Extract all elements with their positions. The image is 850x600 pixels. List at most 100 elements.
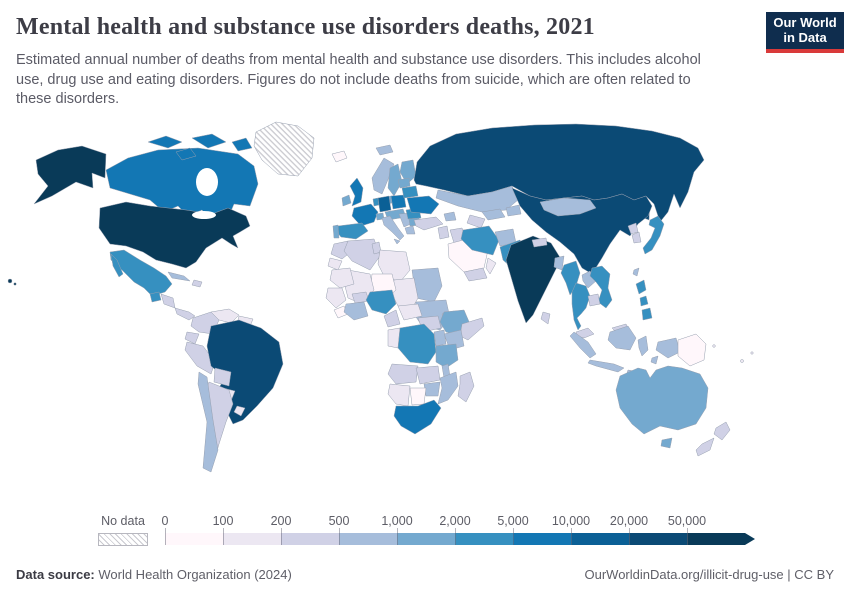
country-venezuela[interactable]: Venezuela	[210, 308, 240, 324]
country-indonesia-borneo[interactable]: Indonesia	[607, 325, 637, 351]
country-western-sahara[interactable]: Western Sahara	[327, 257, 343, 271]
country-usa-hawaii[interactable]: United States	[13, 282, 17, 286]
owid-url-link[interactable]: OurWorldinData.org/illicit-drug-use	[584, 567, 784, 582]
country-cameroon[interactable]: Cameroon	[383, 309, 401, 328]
country-belarus[interactable]: Belarus	[401, 185, 419, 199]
country-australia[interactable]: Australia	[615, 365, 709, 435]
country-mozambique[interactable]: Mozambique	[437, 371, 459, 405]
legend-segment-4[interactable]	[397, 533, 455, 545]
country-peru[interactable]: Peru	[184, 341, 216, 375]
country-thailand[interactable]: Thailand	[571, 282, 591, 331]
country-germany[interactable]: Germany	[377, 195, 392, 213]
country-canada-arctic[interactable]: Canada	[175, 147, 197, 161]
country-cambodia[interactable]: Cambodia	[587, 293, 601, 307]
country-mongolia[interactable]: Mongolia	[539, 197, 597, 217]
country-poland[interactable]: Poland	[390, 194, 407, 210]
country-france[interactable]: France	[351, 203, 379, 227]
country-iceland[interactable]: Iceland	[331, 150, 348, 163]
country-pacific-islands[interactable]: Pacific island states	[740, 359, 744, 363]
legend-segment-2[interactable]	[281, 533, 339, 545]
country-cuba[interactable]: Cuba	[167, 271, 191, 282]
country-sweden[interactable]: Sweden	[387, 163, 403, 197]
country-mexico-baja[interactable]: Mexico	[110, 253, 124, 278]
country-algeria[interactable]: Algeria	[343, 238, 381, 271]
legend-segment-3[interactable]	[339, 533, 397, 545]
country-indonesia-sulawesi[interactable]: Indonesia	[637, 335, 649, 357]
country-usa-hawaii[interactable]: United States	[7, 278, 13, 284]
country-drc[interactable]: Democratic Republic of Congo	[397, 323, 437, 365]
country-senegal-guinea[interactable]: Senegal/Guinea	[325, 287, 347, 309]
country-angola[interactable]: Angola	[387, 363, 419, 385]
country-guatemala[interactable]: Guatemala	[149, 291, 162, 303]
country-indonesia-papua[interactable]: Indonesia	[655, 337, 681, 359]
no-data-swatch[interactable]	[98, 533, 148, 546]
country-australia-tasmania[interactable]: Australia	[660, 437, 673, 449]
country-svalbard[interactable]: Svalbard (Norway)	[375, 144, 394, 156]
country-caucasus[interactable]: Caucasus	[443, 211, 457, 222]
country-uganda[interactable]: Uganda	[433, 329, 447, 347]
legend-segment-8[interactable]	[629, 533, 687, 545]
country-tanzania[interactable]: Tanzania	[435, 343, 459, 369]
country-zimbabwe[interactable]: Zimbabwe	[423, 381, 441, 397]
country-usa-alaska[interactable]: United States	[33, 145, 107, 205]
country-spain[interactable]: Spain	[335, 222, 369, 240]
country-indonesia-maluku[interactable]: Indonesia	[650, 355, 659, 365]
country-norway[interactable]: Norway	[371, 157, 395, 195]
country-philippines-mindanao[interactable]: Philippines	[641, 307, 653, 321]
country-pacific-islands[interactable]: Pacific island states	[712, 344, 716, 348]
country-honduras-nicaragua[interactable]: Honduras/Nicaragua	[160, 293, 176, 309]
country-turkey[interactable]: Turkey	[413, 216, 444, 231]
country-new-zealand-south[interactable]: New Zealand	[695, 437, 715, 457]
country-greenland[interactable]: Greenland	[253, 121, 315, 177]
country-greece[interactable]: Greece	[404, 225, 416, 235]
legend-segment-0[interactable]	[165, 533, 223, 545]
country-kyrgyzstan-tajikistan[interactable]: Kyrgyzstan/Tajikistan	[505, 204, 522, 217]
country-ukraine[interactable]: Ukraine	[406, 195, 440, 215]
country-costarica-panama[interactable]: Costa Rica/Panama	[174, 307, 196, 321]
legend-segment-1[interactable]	[223, 533, 281, 545]
country-sri-lanka[interactable]: Sri Lanka	[540, 311, 551, 325]
country-indonesia-sumatra[interactable]: Indonesia	[569, 331, 597, 359]
legend-segment-9[interactable]	[687, 533, 745, 545]
country-yemen[interactable]: Yemen	[463, 267, 488, 282]
country-uk[interactable]: United Kingdom	[349, 177, 364, 207]
country-turkmenistan[interactable]: Turkmenistan	[466, 214, 486, 229]
country-pacific-islands[interactable]: Pacific island states	[750, 351, 754, 355]
country-botswana[interactable]: Botswana	[409, 387, 427, 406]
country-hispaniola[interactable]: Haiti/Dominican Republic	[191, 279, 203, 288]
country-india[interactable]: India	[505, 235, 562, 324]
country-oman[interactable]: Oman	[485, 257, 497, 275]
country-nepal[interactable]: Nepal	[531, 237, 548, 248]
country-madagascar[interactable]: Madagascar	[457, 371, 475, 403]
country-bolivia[interactable]: Bolivia	[213, 367, 232, 387]
country-vietnam[interactable]: Vietnam	[589, 265, 613, 309]
country-levant[interactable]: Syria/Levant	[437, 225, 450, 240]
country-canada-arctic[interactable]: Canada	[191, 133, 227, 149]
legend-segment-7[interactable]	[571, 533, 629, 545]
country-mauritania[interactable]: Mauritania	[329, 267, 355, 289]
country-baltics[interactable]: Baltic states	[397, 177, 411, 189]
country-north-korea[interactable]: North Korea	[627, 222, 639, 235]
country-kazakhstan[interactable]: Kazakhstan	[435, 185, 519, 213]
country-ivory-coast-ghana[interactable]: Côte d'Ivoire/Ghana	[343, 301, 369, 321]
country-nigeria[interactable]: Nigeria	[365, 289, 397, 315]
country-japan[interactable]: Japan	[642, 215, 665, 255]
country-namibia[interactable]: Namibia	[387, 383, 411, 407]
country-italy-sicily[interactable]: Italy	[393, 238, 401, 245]
country-italy[interactable]: Italy	[381, 215, 405, 241]
country-portugal[interactable]: Portugal	[332, 224, 340, 239]
country-central-african-republic[interactable]: Central African Republic	[397, 303, 423, 321]
country-south-africa[interactable]: South Africa	[393, 399, 442, 435]
country-indonesia-java[interactable]: Indonesia	[587, 359, 625, 373]
country-canada-arctic[interactable]: Canada	[147, 135, 183, 149]
country-philippines-visayas[interactable]: Philippines	[639, 295, 649, 307]
country-uruguay[interactable]: Uruguay	[233, 405, 246, 417]
country-iran[interactable]: Iran	[460, 225, 500, 256]
country-burkina-faso[interactable]: Burkina Faso	[351, 291, 370, 304]
country-papua-new-guinea[interactable]: Papua New Guinea	[677, 333, 707, 367]
country-new-zealand-north[interactable]: New Zealand	[713, 421, 731, 441]
country-south-korea[interactable]: South Korea	[631, 231, 642, 244]
country-canada-arctic[interactable]: Canada	[231, 137, 253, 152]
country-chile[interactable]: Chile	[197, 371, 219, 473]
country-taiwan[interactable]: Taiwan	[632, 267, 640, 277]
